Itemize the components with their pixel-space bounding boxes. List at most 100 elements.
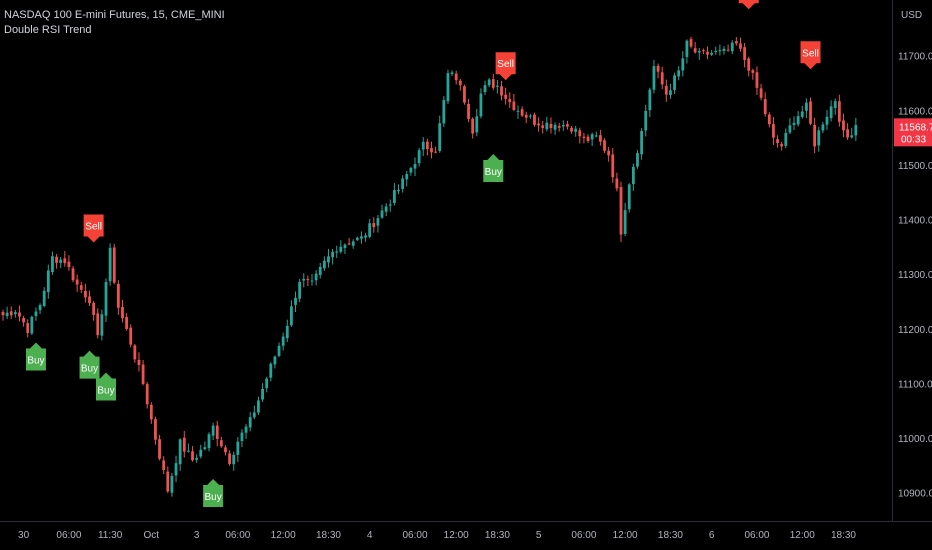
candle[interactable] (397, 184, 400, 195)
candle[interactable] (570, 125, 573, 134)
candle[interactable] (232, 451, 236, 471)
candle[interactable] (450, 70, 454, 77)
candle[interactable] (483, 80, 487, 95)
candle[interactable] (594, 131, 598, 138)
candle[interactable] (582, 132, 586, 144)
candle[interactable] (380, 204, 384, 219)
candle[interactable] (677, 66, 681, 81)
candle[interactable] (22, 315, 25, 327)
candle[interactable] (137, 352, 141, 372)
candle[interactable] (240, 429, 244, 448)
candle[interactable] (413, 157, 417, 177)
sell-signal[interactable]: Sell (83, 214, 104, 243)
candle[interactable] (446, 69, 450, 105)
candle[interactable] (800, 105, 804, 119)
candle[interactable] (384, 203, 388, 217)
candle[interactable] (129, 324, 133, 348)
candle[interactable] (351, 239, 355, 249)
candle[interactable] (88, 290, 91, 307)
candle[interactable] (586, 134, 590, 144)
candle[interactable] (673, 72, 676, 94)
candle[interactable] (195, 454, 199, 463)
candle[interactable] (92, 300, 96, 321)
candle[interactable] (467, 98, 470, 123)
candle[interactable] (269, 362, 273, 382)
candle[interactable] (817, 126, 821, 152)
candle[interactable] (294, 291, 297, 313)
candle[interactable] (13, 309, 17, 318)
candle[interactable] (215, 420, 219, 447)
candle[interactable] (364, 232, 367, 242)
candle[interactable] (627, 183, 631, 213)
candle[interactable] (228, 450, 231, 466)
candle[interactable] (314, 270, 318, 286)
candle[interactable] (631, 163, 635, 191)
candle[interactable] (743, 42, 746, 68)
candle[interactable] (145, 381, 149, 409)
candle[interactable] (158, 434, 161, 461)
candle[interactable] (475, 108, 479, 137)
candle[interactable] (1, 309, 5, 321)
candle[interactable] (5, 306, 9, 320)
candle[interactable] (730, 40, 734, 55)
candle[interactable] (520, 106, 524, 118)
candle[interactable] (524, 111, 528, 124)
candle[interactable] (75, 274, 79, 292)
candle[interactable] (516, 105, 520, 119)
candle[interactable] (84, 283, 87, 303)
sell-signal[interactable]: Sell (800, 41, 821, 70)
candle[interactable] (574, 125, 578, 137)
candle[interactable] (805, 98, 808, 119)
candle[interactable] (607, 146, 611, 162)
candle[interactable] (38, 303, 42, 314)
candle[interactable] (125, 313, 128, 331)
candle[interactable] (751, 68, 755, 80)
candle[interactable] (434, 146, 437, 154)
candle[interactable] (739, 37, 742, 52)
candle[interactable] (718, 44, 722, 56)
candle[interactable] (170, 472, 174, 497)
candle[interactable] (141, 359, 145, 386)
candle[interactable] (290, 300, 293, 327)
candle[interactable] (96, 308, 100, 339)
candle[interactable] (553, 122, 557, 135)
candle[interactable] (722, 46, 726, 55)
candle[interactable] (219, 436, 223, 448)
candle[interactable] (236, 437, 240, 462)
candle[interactable] (100, 309, 104, 341)
candle[interactable] (623, 202, 627, 237)
candle[interactable] (265, 376, 269, 393)
candle[interactable] (557, 122, 561, 132)
candle[interactable] (710, 49, 714, 57)
candle[interactable] (833, 98, 837, 115)
candle[interactable] (619, 181, 623, 242)
candle[interactable] (187, 443, 190, 453)
candle[interactable] (479, 88, 483, 119)
candle[interactable] (162, 456, 166, 475)
time-axis[interactable]: 30 06:00 11:30 Oct 3 06:00 12:00 18:30 4 06:00 12:… (0, 521, 932, 542)
candle[interactable] (347, 238, 351, 246)
candle[interactable] (599, 129, 602, 146)
candle[interactable] (376, 215, 380, 233)
candle[interactable] (813, 117, 817, 154)
candle[interactable] (388, 199, 392, 212)
candle[interactable] (438, 115, 442, 153)
candle[interactable] (636, 150, 639, 169)
candle[interactable] (590, 132, 594, 146)
candle[interactable] (491, 73, 495, 91)
candle[interactable] (26, 319, 30, 338)
candle[interactable] (755, 66, 759, 95)
candle[interactable] (322, 256, 326, 271)
candle[interactable] (71, 265, 75, 283)
candle[interactable] (79, 281, 83, 293)
candle[interactable] (18, 305, 21, 322)
candle[interactable] (685, 39, 689, 64)
candle[interactable] (59, 257, 63, 269)
candle[interactable] (191, 446, 194, 462)
candle[interactable] (471, 117, 475, 139)
candle[interactable] (116, 280, 120, 315)
candle[interactable] (409, 166, 413, 176)
candle[interactable] (108, 243, 112, 286)
candle[interactable] (224, 445, 227, 456)
